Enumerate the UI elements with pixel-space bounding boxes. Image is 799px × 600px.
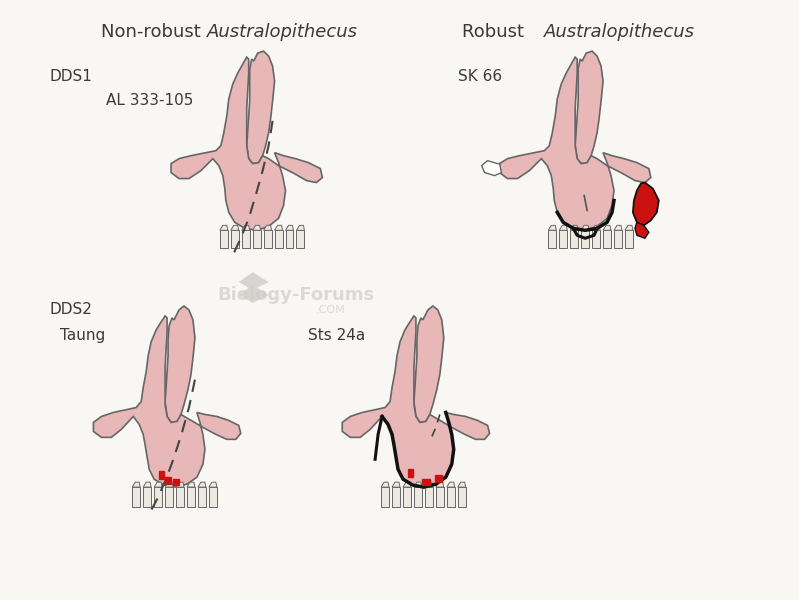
Polygon shape: [447, 482, 455, 487]
Polygon shape: [296, 230, 304, 248]
Polygon shape: [408, 469, 413, 477]
Polygon shape: [264, 226, 272, 230]
Text: SK 66: SK 66: [458, 69, 502, 84]
Polygon shape: [581, 226, 589, 230]
Polygon shape: [242, 226, 250, 230]
Polygon shape: [414, 306, 443, 422]
Polygon shape: [198, 482, 206, 487]
Polygon shape: [187, 487, 195, 507]
Polygon shape: [93, 316, 240, 487]
Polygon shape: [176, 487, 184, 507]
Polygon shape: [592, 226, 600, 230]
Text: Sts 24a: Sts 24a: [308, 328, 366, 343]
Polygon shape: [603, 226, 611, 230]
Polygon shape: [198, 487, 206, 507]
Polygon shape: [342, 316, 490, 487]
Polygon shape: [275, 230, 283, 248]
Polygon shape: [458, 487, 466, 507]
Polygon shape: [165, 487, 173, 507]
Polygon shape: [575, 51, 603, 164]
Polygon shape: [252, 230, 260, 248]
Polygon shape: [570, 230, 578, 248]
Polygon shape: [133, 487, 140, 507]
Polygon shape: [635, 223, 649, 238]
Polygon shape: [252, 226, 260, 230]
Text: Robust: Robust: [462, 23, 530, 41]
Polygon shape: [159, 471, 164, 479]
Polygon shape: [275, 226, 283, 230]
Polygon shape: [559, 226, 567, 230]
Polygon shape: [414, 482, 422, 487]
Polygon shape: [209, 487, 217, 507]
Polygon shape: [231, 230, 239, 248]
Polygon shape: [165, 477, 171, 484]
Polygon shape: [499, 57, 651, 230]
Polygon shape: [603, 230, 611, 248]
Polygon shape: [425, 482, 433, 487]
Polygon shape: [296, 226, 304, 230]
Polygon shape: [458, 482, 466, 487]
Polygon shape: [414, 487, 422, 507]
Polygon shape: [242, 230, 250, 248]
Text: DDS2: DDS2: [50, 302, 93, 317]
Polygon shape: [392, 487, 400, 507]
Text: AL 333-105: AL 333-105: [106, 93, 193, 108]
Polygon shape: [625, 226, 633, 230]
Polygon shape: [154, 487, 162, 507]
Polygon shape: [633, 182, 659, 226]
Text: Non-robust: Non-robust: [101, 23, 207, 41]
Polygon shape: [447, 487, 455, 507]
Polygon shape: [187, 482, 195, 487]
Polygon shape: [143, 482, 151, 487]
Text: Australopithecus: Australopithecus: [207, 23, 358, 41]
Polygon shape: [264, 230, 272, 248]
Polygon shape: [581, 230, 589, 248]
Polygon shape: [435, 482, 443, 487]
Polygon shape: [482, 161, 502, 176]
Text: .COM: .COM: [316, 305, 345, 315]
Polygon shape: [392, 482, 400, 487]
Polygon shape: [133, 482, 140, 487]
Polygon shape: [220, 230, 228, 248]
Polygon shape: [625, 230, 633, 248]
Polygon shape: [285, 226, 293, 230]
Text: DDS1: DDS1: [50, 69, 93, 84]
Text: Biology-Forums: Biology-Forums: [217, 286, 374, 304]
Polygon shape: [239, 285, 268, 303]
Polygon shape: [435, 475, 442, 482]
Polygon shape: [435, 487, 443, 507]
Polygon shape: [381, 482, 389, 487]
Polygon shape: [176, 482, 184, 487]
Polygon shape: [285, 230, 293, 248]
Polygon shape: [559, 230, 567, 248]
Polygon shape: [173, 479, 179, 485]
Polygon shape: [425, 487, 433, 507]
Polygon shape: [548, 230, 556, 248]
Text: Taung: Taung: [60, 328, 105, 343]
Polygon shape: [209, 482, 217, 487]
Polygon shape: [422, 479, 430, 485]
Polygon shape: [403, 487, 411, 507]
Polygon shape: [403, 482, 411, 487]
Polygon shape: [165, 482, 173, 487]
Polygon shape: [231, 226, 239, 230]
Polygon shape: [614, 230, 622, 248]
Polygon shape: [165, 306, 195, 422]
Polygon shape: [171, 57, 322, 230]
Polygon shape: [154, 482, 162, 487]
Polygon shape: [548, 226, 556, 230]
Polygon shape: [247, 51, 275, 164]
Polygon shape: [614, 226, 622, 230]
Polygon shape: [220, 226, 228, 230]
Polygon shape: [592, 230, 600, 248]
Text: Australopithecus: Australopithecus: [544, 23, 695, 41]
Polygon shape: [570, 226, 578, 230]
Polygon shape: [143, 487, 151, 507]
Polygon shape: [239, 272, 268, 290]
Polygon shape: [381, 487, 389, 507]
